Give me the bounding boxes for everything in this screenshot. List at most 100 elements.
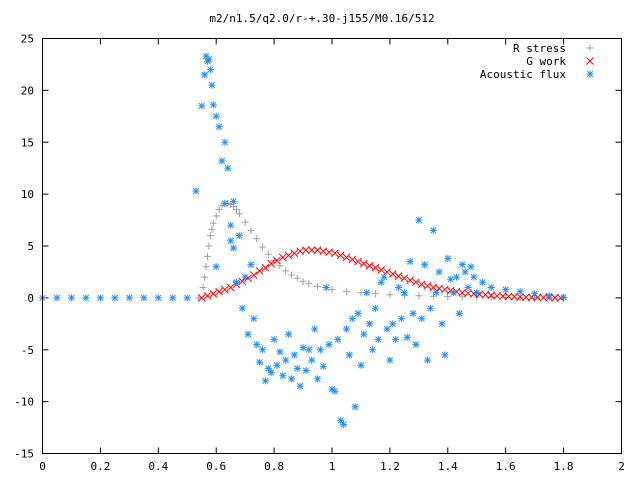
data-point (377, 266, 386, 274)
data-point (412, 278, 420, 287)
data-point (230, 244, 238, 252)
data-point (230, 197, 238, 205)
data-point (424, 356, 432, 364)
data-point (82, 294, 90, 302)
data-point (386, 291, 394, 299)
data-point (255, 267, 264, 275)
data-point (371, 290, 379, 298)
data-point (244, 330, 252, 338)
y-tick-label: -15 (14, 448, 34, 461)
data-point (305, 346, 313, 354)
data-point (270, 335, 278, 343)
data-point (527, 293, 536, 302)
data-point (435, 268, 443, 276)
data-point (354, 257, 362, 266)
data-point (221, 138, 229, 146)
data-point (392, 335, 400, 343)
data-point (253, 235, 261, 243)
data-point (400, 289, 408, 297)
data-point (241, 273, 249, 281)
data-point (470, 273, 478, 281)
plot-area (39, 52, 568, 428)
data-point (397, 315, 405, 323)
data-point (140, 294, 148, 302)
data-point (202, 263, 210, 271)
y-tick-label: 25 (21, 33, 34, 46)
data-point (340, 420, 348, 428)
legend-label: Acoustic flux (480, 68, 566, 81)
data-point (224, 164, 232, 172)
data-point (296, 382, 304, 390)
data-point (371, 304, 379, 312)
data-point (96, 294, 104, 302)
data-point (235, 210, 243, 218)
data-point (447, 275, 455, 283)
data-point (259, 243, 267, 251)
data-point (516, 288, 524, 296)
data-point (403, 333, 411, 341)
data-point (259, 346, 267, 354)
y-tick-label: 5 (27, 240, 34, 253)
data-point (209, 289, 218, 298)
data-point (473, 289, 481, 297)
data-point (67, 294, 75, 302)
data-point (331, 249, 339, 258)
data-point (493, 291, 501, 300)
data-point (208, 225, 216, 233)
data-point (363, 289, 371, 297)
data-point (261, 377, 269, 385)
data-point (342, 253, 351, 262)
x-tick-label: 0.2 (90, 460, 110, 473)
data-point (374, 335, 382, 343)
data-point (415, 216, 423, 224)
legend-label: G work (526, 55, 566, 68)
data-point (311, 325, 319, 333)
data-point (498, 292, 507, 300)
data-point (227, 221, 235, 229)
data-point (267, 369, 275, 377)
data-point (264, 364, 272, 372)
data-point (455, 309, 463, 317)
data-point (232, 206, 240, 214)
legend-marker (586, 70, 594, 78)
x-tick-label: 1.4 (438, 460, 458, 473)
data-point (357, 361, 365, 369)
data-point (302, 246, 310, 255)
x-tick-label: 1.2 (380, 460, 400, 473)
y-axis: -15 -10 -5 0 5 10 15 20 25 (14, 33, 622, 461)
data-point (383, 325, 391, 333)
data-point (351, 403, 359, 411)
data-point (215, 206, 223, 214)
data-point (406, 258, 414, 266)
data-point (388, 270, 397, 278)
data-point (290, 249, 299, 258)
legend-label: R stress (513, 42, 566, 55)
data-point (417, 280, 426, 289)
data-point (314, 282, 322, 290)
y-tick-label: -5 (21, 344, 34, 357)
y-tick-label: 15 (21, 136, 34, 149)
data-point (444, 293, 452, 301)
data-point (452, 273, 460, 281)
series-g-work (197, 246, 565, 302)
y-tick-label: 20 (21, 84, 34, 97)
data-point (250, 315, 258, 323)
data-point (423, 282, 432, 290)
data-point (334, 335, 342, 343)
data-point (203, 291, 212, 300)
data-point (282, 267, 290, 275)
data-point (278, 253, 287, 262)
data-point (247, 261, 255, 269)
data-point (464, 284, 472, 291)
data-point (328, 286, 336, 294)
data-point (386, 356, 394, 364)
data-point (438, 320, 446, 328)
data-point (197, 294, 206, 302)
data-point (209, 101, 217, 109)
data-point (369, 346, 377, 354)
data-point (287, 271, 295, 279)
data-point (261, 263, 270, 272)
data-point (533, 293, 542, 302)
data-point (221, 199, 229, 207)
